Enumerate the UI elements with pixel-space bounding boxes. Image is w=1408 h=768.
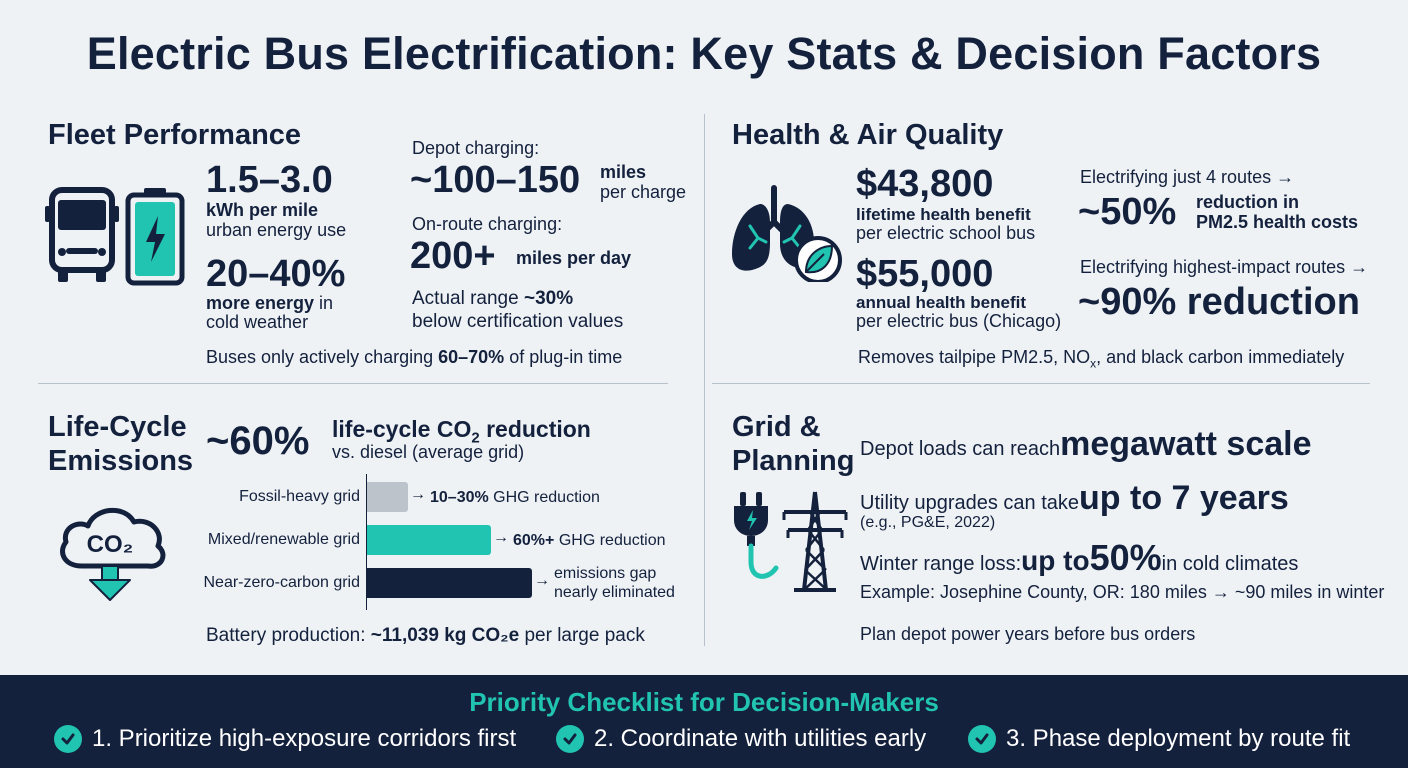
- checklist-item-3: 3. Phase deployment by route fit: [968, 725, 1350, 753]
- bus-icon: [45, 187, 119, 282]
- benefit1-sub: per electric school bus: [856, 223, 1036, 243]
- co2-cloud-icon: CO₂: [60, 507, 166, 601]
- plug-icon: [734, 492, 779, 579]
- arrow-icon: →: [410, 486, 426, 503]
- fleet-title: Fleet Performance: [48, 119, 302, 151]
- utility-value: up to 7 years: [1079, 479, 1289, 517]
- highimpact-value: ~90% reduction: [1078, 281, 1360, 323]
- cold-sub: cold weather: [206, 312, 309, 332]
- bar: [367, 568, 532, 598]
- health-title: Health & Air Quality: [732, 119, 1004, 151]
- chart-axis: [366, 474, 367, 610]
- depot-load-value: megawatt scale: [1060, 425, 1312, 463]
- winter-example: Example: Josephine County, OR: 180 miles…: [860, 582, 1385, 602]
- routes4-unit-2: PM2.5 health costs: [1196, 212, 1359, 232]
- divider-vertical: [704, 114, 705, 646]
- depot-unit-2: per charge: [600, 182, 687, 202]
- energy-label: kWh per mile: [206, 200, 319, 220]
- lifecycle-footer: Battery production: ~11,039 kg CO₂e per …: [206, 625, 645, 646]
- onroute-value: 200+: [410, 235, 496, 277]
- cold-label: more energy in: [206, 293, 334, 313]
- benefit2-label: annual health benefit: [856, 293, 1027, 312]
- onroute-label: On-route charging:: [412, 214, 563, 234]
- benefit1-value: $43,800: [856, 163, 994, 205]
- divider-left: [38, 383, 668, 384]
- depot-unit-1: miles: [600, 162, 647, 182]
- checklist-item-2: 2. Coordinate with utilities early: [556, 725, 926, 753]
- bar: [367, 525, 491, 555]
- benefit2-sub: per electric bus (Chicago): [856, 311, 1062, 331]
- bar-note: emissions gap nearly eliminated: [554, 565, 675, 601]
- bar-label: Fossil-heavy grid: [239, 488, 360, 505]
- checklist-bar: [0, 675, 1408, 768]
- health-footer: Removes tailpipe PM2.5, NOx, and black c…: [858, 347, 1345, 371]
- bar-note: 60%+ GHG reduction: [513, 532, 666, 549]
- grid-title-1: Grid &: [732, 411, 821, 443]
- plan-note: Plan depot power years before bus orders: [860, 624, 1196, 644]
- bar-note: 10–30% GHG reduction: [430, 489, 600, 506]
- battery-icon: [125, 188, 185, 286]
- lifecycle-sub: vs. diesel (average grid): [332, 442, 525, 462]
- lifecycle-value: ~60%: [206, 419, 310, 463]
- utility-line: Utility upgrades can take up to 7 years: [860, 479, 1289, 517]
- check-icon: [54, 725, 82, 753]
- depot-load-line: Depot loads can reach megawatt scale: [860, 425, 1312, 463]
- bar-label: Near-zero-carbon grid: [203, 574, 360, 591]
- page-title: Electric Bus Electrification: Key Stats …: [86, 28, 1322, 79]
- lifecycle-label: life-cycle CO2 reduction: [332, 416, 591, 447]
- transmission-tower-icon: [782, 491, 848, 592]
- lungs-icon: [732, 185, 842, 282]
- lifecycle-title-1: Life-Cycle: [48, 411, 187, 443]
- winter-line: Winter range loss: up to 50% in cold cli…: [860, 537, 1299, 578]
- utility-sub: (e.g., PG&E, 2022): [860, 514, 996, 531]
- checklist-item-1: 1. Prioritize high-exposure corridors fi…: [54, 725, 516, 753]
- check-icon: [556, 725, 584, 753]
- onroute-unit: miles per day: [516, 248, 632, 268]
- svg-text:CO₂: CO₂: [87, 531, 134, 558]
- highimpact-label: Electrifying highest-impact routes →: [1080, 257, 1369, 277]
- range-label: Actual range ~30%: [412, 288, 574, 309]
- check-icon: [968, 725, 996, 753]
- checklist-title: Priority Checklist for Decision-Makers: [469, 687, 939, 717]
- range-sub: below certification values: [412, 311, 624, 332]
- lifecycle-title-2: Emissions: [48, 445, 194, 477]
- grid-chart: Fossil-heavy grid → 10–30% GHG reduction Mi…: [160, 474, 700, 614]
- bar-label: Mixed/renewable grid: [207, 531, 360, 548]
- benefit2-value: $55,000: [856, 253, 994, 295]
- routes4-value: ~50%: [1078, 191, 1177, 233]
- depot-value: ~100–150: [410, 159, 581, 201]
- routes4-label: Electrifying just 4 routes →: [1080, 167, 1295, 187]
- fleet-footer: Buses only actively charging 60–70% of p…: [206, 347, 623, 367]
- energy-value: 1.5–3.0: [206, 159, 333, 201]
- depot-label: Depot charging:: [412, 138, 540, 158]
- benefit1-label: lifetime health benefit: [856, 205, 1031, 224]
- grid-title-2: Planning: [732, 445, 855, 477]
- energy-sub: urban energy use: [206, 220, 347, 240]
- cold-value: 20–40%: [206, 253, 346, 295]
- arrow-icon: →: [534, 572, 550, 589]
- bar: [367, 482, 408, 512]
- divider-right: [712, 383, 1370, 384]
- routes4-unit-1: reduction in: [1196, 192, 1299, 212]
- arrow-icon: →: [493, 529, 509, 546]
